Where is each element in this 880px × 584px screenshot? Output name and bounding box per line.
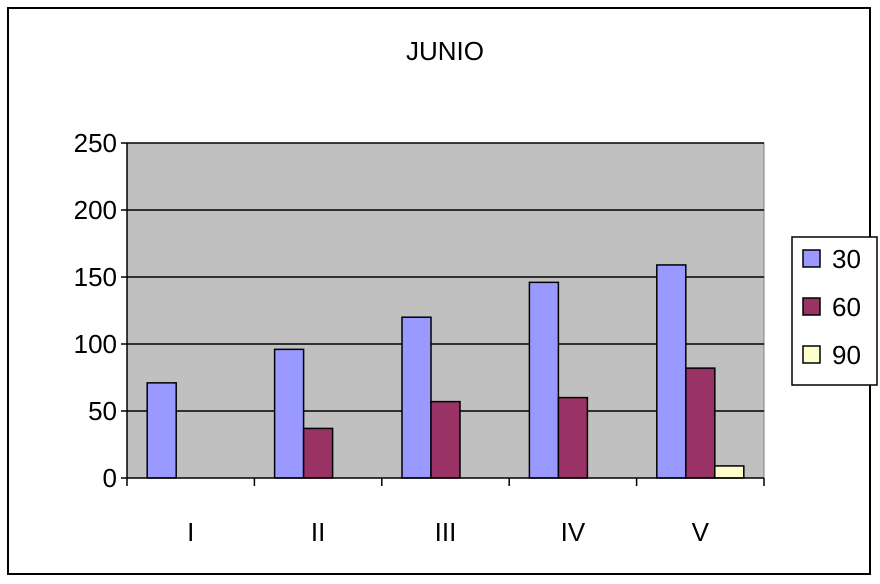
legend-label-60: 60 <box>832 292 861 322</box>
legend-swatch-60 <box>802 297 821 316</box>
y-tick-label: 250 <box>74 128 117 158</box>
y-tick-label: 0 <box>103 463 117 493</box>
bar-60-II <box>302 427 334 479</box>
bar-60-IV <box>557 396 589 479</box>
bar-30-IV <box>528 281 560 479</box>
x-tick-label: II <box>311 517 325 547</box>
bar-30-II <box>273 348 305 479</box>
bars <box>146 264 745 479</box>
x-tick-label: III <box>435 517 457 547</box>
x-tick-label: I <box>187 517 194 547</box>
chart-title: JUNIO <box>406 36 484 66</box>
grid-lines <box>127 142 764 412</box>
bar-30-I <box>146 382 177 479</box>
y-axis-tick-labels: 0 50 100 150 200 250 <box>74 128 127 493</box>
legend-swatch-90 <box>802 345 821 364</box>
legend-label-30: 30 <box>832 244 861 274</box>
bar-60-V <box>685 367 716 479</box>
legend-label-90: 90 <box>832 340 861 370</box>
y-tick-label: 150 <box>74 262 117 292</box>
axes <box>126 143 764 479</box>
y-tick-label: 100 <box>74 329 117 359</box>
legend-swatch-30 <box>802 249 821 268</box>
x-axis-tick-labels: I II III IV V <box>126 478 765 547</box>
y-tick-label: 200 <box>74 195 117 225</box>
x-tick-label: IV <box>561 517 586 547</box>
bar-30-V <box>656 264 687 479</box>
bar-60-III <box>430 400 461 479</box>
legend: 30 60 90 <box>791 236 878 386</box>
bar-90-V <box>714 465 745 479</box>
x-tick-label: V <box>692 517 710 547</box>
y-tick-label: 50 <box>88 396 117 426</box>
bar-30-III <box>401 316 432 479</box>
